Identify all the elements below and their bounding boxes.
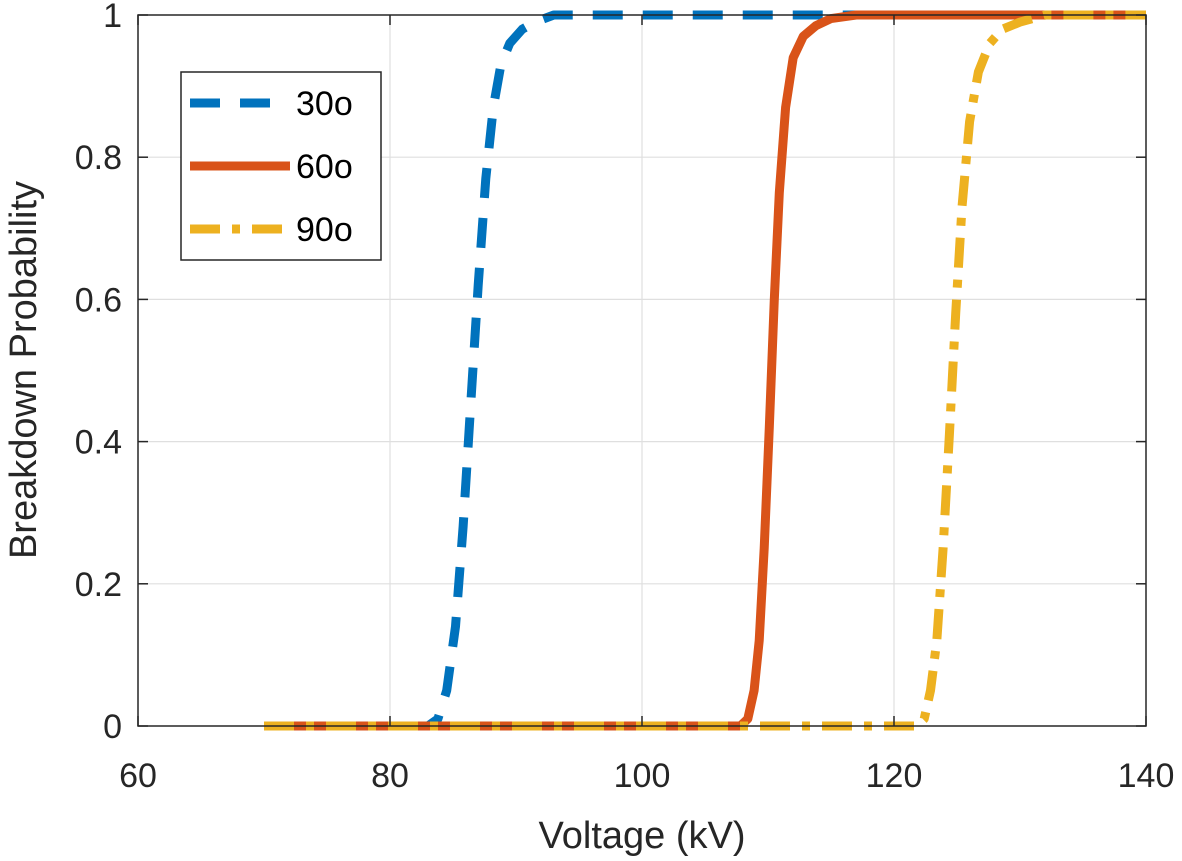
x-axis-ticks: 60 80 100 120 140 bbox=[119, 15, 1174, 795]
y-tick-label: 0.8 bbox=[75, 139, 122, 177]
y-tick-label: 0 bbox=[103, 708, 122, 746]
series-line-90o bbox=[264, 10, 1146, 731]
legend-label-90o: 90o bbox=[296, 211, 353, 249]
legend-label-30o: 30o bbox=[296, 85, 353, 123]
grid-lines bbox=[138, 15, 1146, 726]
x-tick-label: 100 bbox=[614, 757, 671, 795]
x-axis-label: Voltage (kV) bbox=[539, 815, 746, 857]
y-tick-label: 0.2 bbox=[75, 566, 122, 604]
legend-label-60o: 60o bbox=[296, 148, 353, 186]
data-series bbox=[264, 10, 1146, 731]
series-line-60o bbox=[264, 10, 1146, 731]
y-tick-label: 1 bbox=[103, 0, 122, 35]
y-tick-label: 0.4 bbox=[75, 424, 122, 462]
legend: 30o 60o 90o bbox=[180, 71, 382, 261]
y-tick-label: 0.6 bbox=[75, 281, 122, 319]
x-tick-label: 140 bbox=[1118, 757, 1175, 795]
y-axis-label: Breakdown Probability bbox=[3, 181, 45, 559]
x-tick-label: 80 bbox=[371, 757, 409, 795]
x-tick-label: 120 bbox=[866, 757, 923, 795]
y-axis-ticks: 0 0.2 0.4 0.6 0.8 1 bbox=[75, 0, 1146, 746]
x-tick-label: 60 bbox=[119, 757, 157, 795]
series-line-30o bbox=[264, 10, 1146, 731]
